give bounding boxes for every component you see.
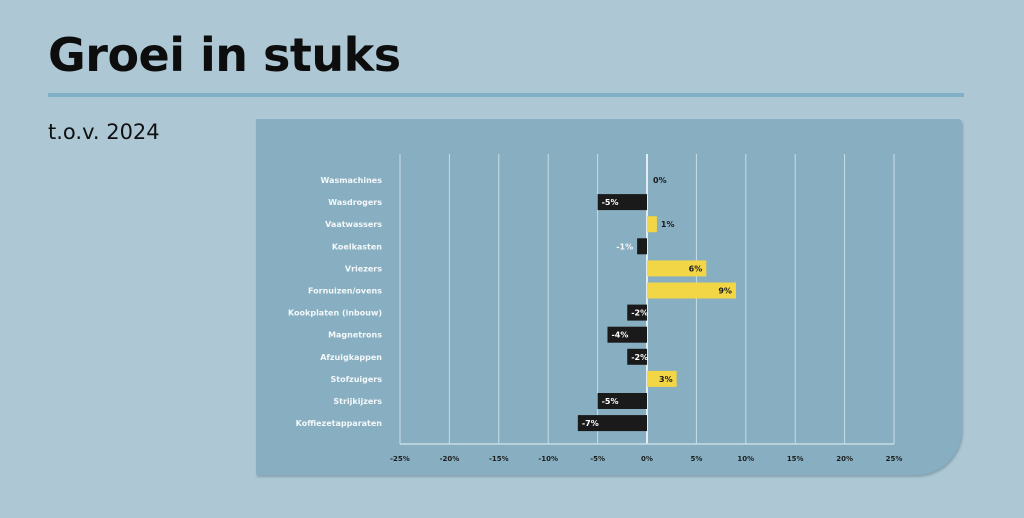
bar-value-label: 6% — [689, 264, 703, 273]
bar-value-label: -5% — [602, 198, 619, 207]
category-label: Vriezers — [345, 264, 382, 273]
category-label: Kookplaten (inbouw) — [288, 309, 382, 318]
bar — [647, 260, 707, 277]
x-tick-label: 5% — [690, 455, 702, 463]
bar — [647, 370, 677, 387]
x-tick-label: 10% — [737, 455, 754, 463]
bar — [647, 216, 657, 233]
page-title: Groei in stuks — [48, 28, 401, 82]
bar-value-label: -2% — [631, 353, 648, 362]
x-tick-label: 20% — [836, 455, 853, 463]
bar-value-label: -4% — [611, 331, 628, 340]
x-tick-label: -10% — [538, 455, 558, 463]
bar-value-label: -5% — [602, 397, 619, 406]
category-label: Strijkijzers — [333, 397, 382, 406]
x-tick-label: 0% — [641, 455, 653, 463]
category-label: Stofzuigers — [330, 375, 382, 384]
category-label: Koelkasten — [332, 242, 382, 251]
bar-value-label: 1% — [661, 220, 675, 229]
bar-value-label: -7% — [582, 419, 599, 428]
category-label: Magnetrons — [328, 331, 382, 340]
page-subtitle: t.o.v. 2024 — [48, 120, 160, 144]
bar — [597, 194, 647, 211]
bar — [637, 238, 647, 255]
bar — [647, 282, 736, 299]
category-label: Wasmachines — [321, 176, 383, 185]
bar-value-label: 9% — [718, 287, 732, 296]
bar-value-label: -2% — [631, 309, 648, 318]
x-tick-label: -25% — [390, 455, 410, 463]
category-label: Koffiezetapparaten — [296, 419, 383, 428]
bar — [607, 326, 647, 343]
bar — [627, 304, 647, 321]
x-tick-label: -20% — [440, 455, 460, 463]
title-divider — [48, 93, 964, 97]
x-tick-label: 25% — [886, 455, 903, 463]
category-label: Vaatwassers — [325, 220, 382, 229]
category-label: Afzuigkappen — [320, 353, 382, 362]
bar — [627, 348, 647, 365]
bar-value-label: -1% — [616, 242, 633, 251]
x-tick-label: 15% — [787, 455, 804, 463]
x-tick-label: -15% — [489, 455, 509, 463]
category-label: Wasdrogers — [328, 198, 382, 207]
bar-value-label: 0% — [653, 176, 667, 185]
category-label: Fornuizen/ovens — [308, 287, 382, 296]
bar-value-label: 3% — [659, 375, 673, 384]
bar — [597, 393, 647, 409]
x-tick-label: -5% — [590, 455, 605, 463]
bar — [577, 415, 647, 432]
